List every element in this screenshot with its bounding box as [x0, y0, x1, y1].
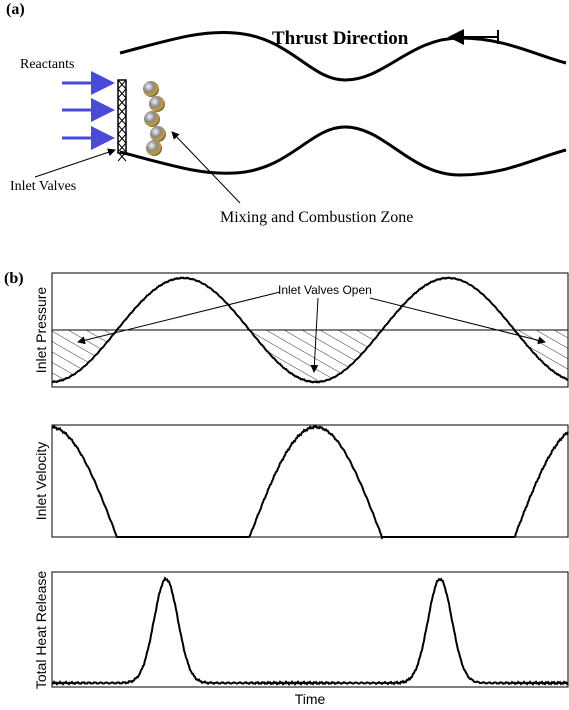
- annotation-arrow: [171, 131, 241, 204]
- plot-frame: [51, 424, 569, 538]
- annotation-arrow: [369, 297, 546, 345]
- valve-cross: [117, 151, 127, 162]
- annotation: Inlet Valves Open: [278, 283, 372, 297]
- annotation-arrow: [34, 148, 116, 178]
- hatched-region: [52, 330, 568, 382]
- panel-label: (b): [4, 270, 24, 287]
- valve-cross: [117, 106, 127, 117]
- valve-cross: [117, 133, 127, 144]
- tube-upper-wall: [119, 30, 567, 82]
- y-label: Inlet Velocity: [33, 442, 49, 521]
- reactants-label: Reactants: [20, 57, 74, 72]
- heat-release-curve: [51, 576, 569, 687]
- valve-cross: [117, 79, 127, 90]
- plot-frame: [51, 571, 569, 688]
- annotation-arrow: [310, 297, 319, 373]
- valve-cross: [117, 88, 127, 99]
- y-label: Total Heat Release: [33, 571, 49, 690]
- y-label: Inlet Pressure: [33, 287, 49, 374]
- plots: [51, 272, 569, 688]
- pressure-curve: [51, 276, 569, 384]
- valve-cross: [117, 97, 127, 108]
- valve-cross: [117, 115, 127, 126]
- annotation-arrow: [77, 291, 281, 345]
- zone-label: Mixing and Combustion Zone: [220, 209, 413, 226]
- inlet-valves-label: Inlet Valves: [10, 179, 76, 194]
- panel-label: (a): [6, 1, 25, 18]
- valve-cross: [117, 124, 127, 135]
- thrust-label: Thrust Direction: [272, 28, 409, 49]
- velocity-curve: [51, 424, 569, 540]
- x-label: Time: [295, 691, 326, 707]
- fuel-particles: [143, 81, 166, 156]
- tube-lower-wall: [119, 125, 567, 177]
- inlet-valves: [117, 79, 127, 162]
- valve-cross: [117, 142, 127, 153]
